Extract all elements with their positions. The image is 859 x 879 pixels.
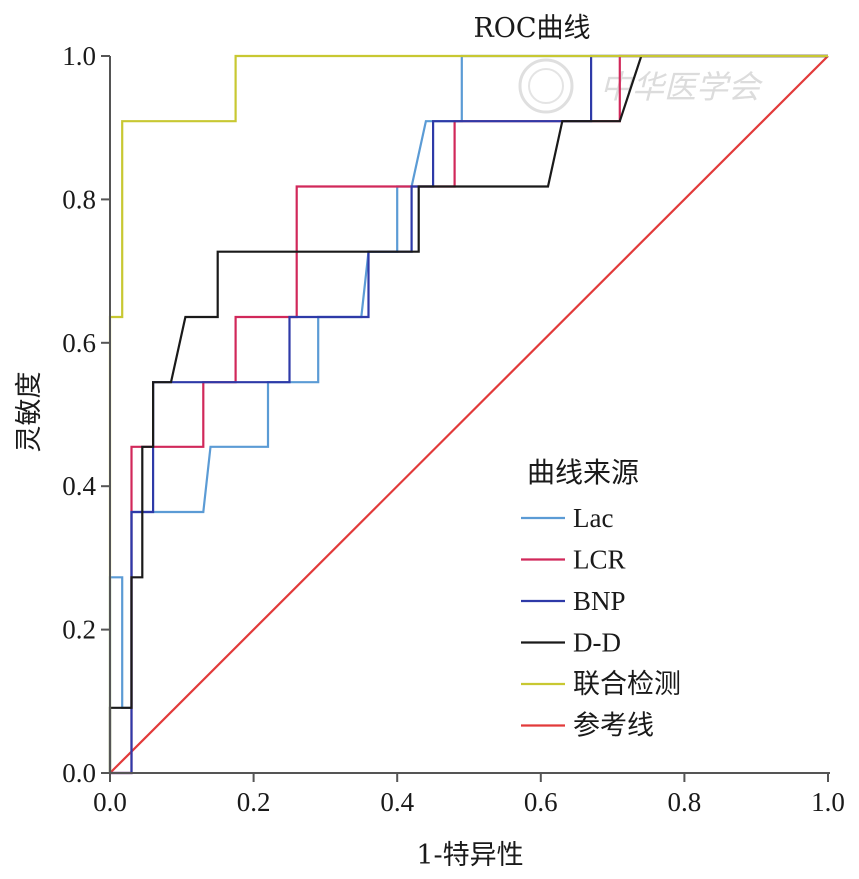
legend-label: BNP [573, 586, 626, 616]
x-axis-label: 1-特异性 [416, 840, 523, 871]
y-tick-label: 0.0 [62, 758, 96, 788]
legend-label: Lac [573, 503, 613, 533]
x-tick-label: 0.0 [93, 787, 127, 817]
watermark-seal-icon [518, 58, 574, 114]
y-tick-label: 0.4 [62, 471, 96, 501]
legend-label: 联合检测 [573, 669, 681, 699]
x-tick-label: 0.4 [380, 787, 414, 817]
chart-title: ROC曲线 [473, 13, 590, 44]
x-tick-label: 0.6 [524, 787, 558, 817]
x-tick-label: 0.8 [668, 787, 702, 817]
series-layer [108, 54, 829, 775]
y-axis-label: 灵敏度 [14, 372, 45, 453]
watermark: 中华医学会 [518, 58, 763, 114]
y-tick-label: 0.8 [62, 184, 96, 214]
legend-title: 曲线来源 [527, 456, 639, 489]
x-tick-label: 0.2 [237, 787, 271, 817]
legend-label: LCR [573, 545, 626, 575]
series-line-参考线 [109, 55, 829, 774]
x-axis-ticks: 0.0 0.2 0.4 0.6 0.8 1.0 [93, 773, 845, 817]
x-tick-label: 1.0 [811, 787, 845, 817]
y-tick-label: 1.0 [62, 41, 96, 71]
watermark-text: 中华医学会 [600, 68, 763, 106]
y-axis-ticks: 0.0 0.2 0.4 0.6 0.8 1.0 [62, 41, 110, 788]
legend-label: D-D [573, 628, 621, 658]
y-tick-label: 0.6 [62, 328, 96, 358]
series-line-D-D [108, 54, 828, 773]
legend-label: 参考线 [573, 711, 654, 741]
y-tick-label: 0.2 [62, 615, 96, 645]
